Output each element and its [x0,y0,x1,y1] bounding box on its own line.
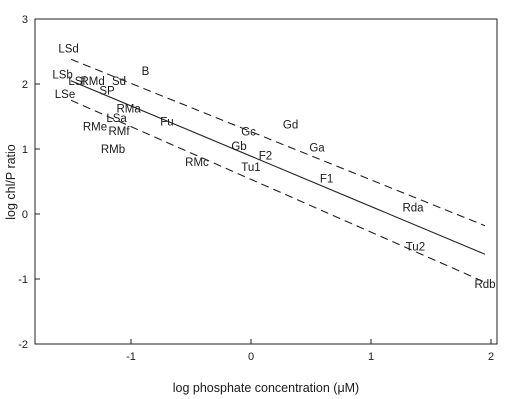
x-tick-label: 1 [368,351,374,363]
y-tick-label: 1 [22,144,28,156]
point-label: B [142,66,150,78]
point-label: Rda [402,203,424,215]
y-tick-label: 2 [22,79,28,91]
point-label: Tu2 [406,242,425,254]
point-label: LSb [52,69,72,81]
point-label: RMe [83,121,107,133]
point-label: Fu [160,117,173,129]
point-label: RMc [185,157,209,169]
point-label: LSf [68,76,86,88]
upper-confidence-line [70,58,486,227]
point-label: LSd [58,43,78,55]
point-label: LSa [106,113,127,125]
y-tick-label: 3 [22,14,28,26]
lower-confidence-line [70,99,486,283]
point-label: Gc [241,126,256,138]
point-label: RMb [101,144,125,156]
x-tick-label: -1 [126,351,136,363]
x-axis-title: log phosphate concentration (μM) [173,381,359,395]
point-label: Sd [112,76,126,88]
point-label: RMf [108,126,130,138]
x-axis: -1 0 1 2 [126,339,494,363]
point-label: RMd [80,76,104,88]
point-label: Tu1 [241,162,260,174]
point-label: Gb [231,141,246,153]
regression-lines [70,58,486,283]
regression-line [70,80,486,255]
y-tick-label: 0 [22,209,28,221]
y-tick-label: -2 [18,339,28,351]
y-tick-label: -1 [18,274,28,286]
y-axis-title: log chl/P ratio [4,144,18,220]
point-label: F1 [320,173,333,185]
y-axis: -2 -1 0 1 2 3 [18,14,40,351]
point-label: SP [99,86,115,98]
point-label: LSe [55,89,75,101]
point-label: Ga [309,143,325,155]
x-tick-label: 0 [248,351,254,363]
plot-frame [34,18,498,345]
point-label: F2 [259,151,272,163]
point-label: Gd [283,119,298,131]
point-label: Rdb [474,279,495,291]
point-label: RMa [116,104,141,116]
x-tick-label: 2 [488,351,494,363]
